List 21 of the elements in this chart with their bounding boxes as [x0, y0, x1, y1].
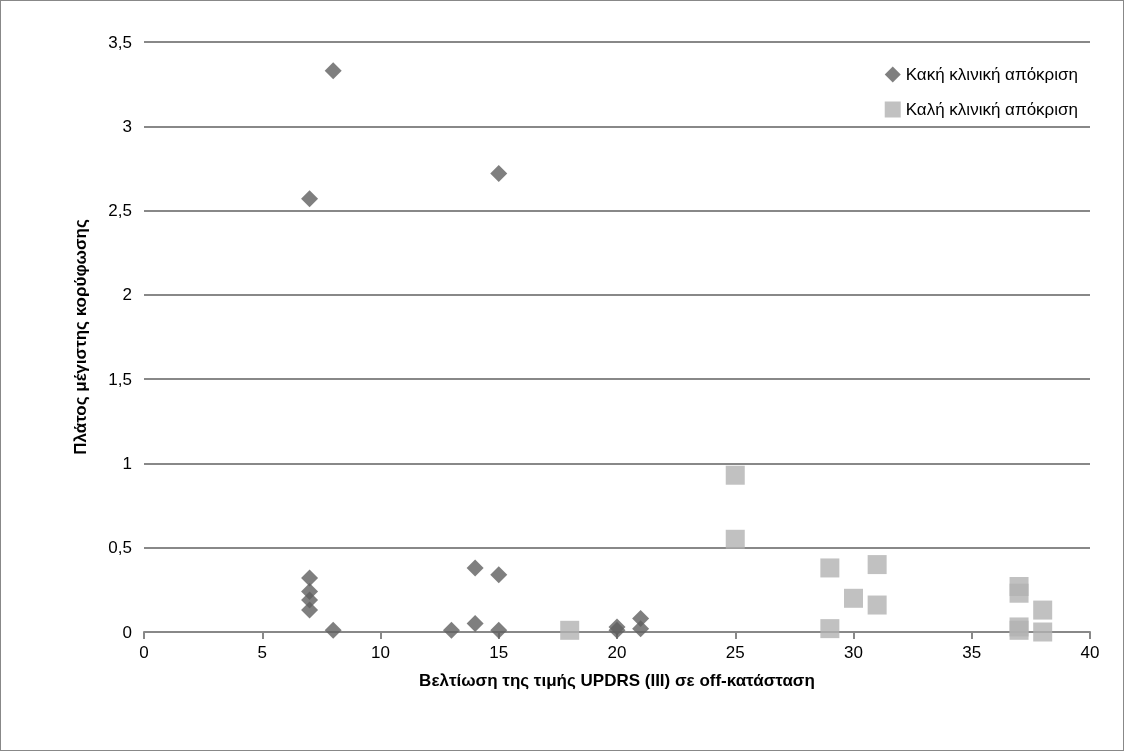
y-tick-label: 0,5 — [108, 538, 132, 558]
x-tick-label: 10 — [371, 643, 390, 662]
y-tick-label: 1 — [122, 453, 132, 473]
x-tick-label: 35 — [962, 643, 982, 662]
x-tick-label: 25 — [725, 643, 745, 662]
y-tick-label: 2,5 — [108, 201, 132, 221]
x-tick-label: 0 — [139, 643, 149, 662]
legend-label: Καλή κλινική απόκριση — [905, 100, 1079, 119]
x-tick-label: 30 — [844, 643, 863, 662]
y-tick-label: 3 — [122, 116, 132, 136]
y-axis-title: Πλάτος μέγιστης κορύφωσης — [71, 219, 90, 455]
y-tick-label: 3,5 — [108, 32, 132, 52]
x-tick-label: 15 — [489, 643, 509, 662]
y-tick-label: 2 — [122, 285, 132, 305]
legend-label: Κακή κλινική απόκριση — [905, 65, 1079, 84]
y-tick-label: 1,5 — [108, 369, 132, 389]
x-tick-label: 20 — [607, 643, 627, 662]
y-tick-label: 0 — [122, 622, 132, 642]
x-tick-label: 5 — [257, 643, 267, 662]
x-tick-label: 40 — [1080, 643, 1100, 662]
x-axis-title: Βελτίωση της τιμής UPDRS (III) σε off-κατάσταση — [419, 671, 815, 690]
